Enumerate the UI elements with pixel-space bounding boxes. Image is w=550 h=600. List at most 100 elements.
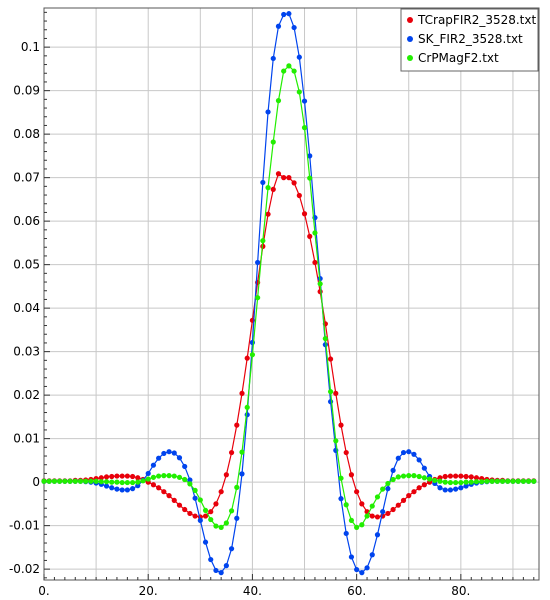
data-point (281, 175, 287, 181)
y-tick-label: -0.02 (9, 562, 40, 576)
data-point (468, 479, 474, 485)
data-point (390, 476, 396, 483)
data-point (166, 473, 172, 479)
x-tick-label: 80. (451, 584, 470, 598)
data-point (255, 295, 261, 301)
data-point (463, 479, 469, 485)
data-point (525, 478, 532, 484)
data-point (119, 479, 125, 486)
data-point (103, 483, 110, 489)
data-point (301, 211, 308, 217)
data-point (129, 473, 136, 480)
data-point (348, 554, 355, 560)
data-point (479, 479, 485, 485)
data-point (411, 489, 417, 495)
data-point (374, 532, 381, 538)
data-point (208, 516, 214, 523)
data-point (463, 483, 469, 489)
y-tick-label: 0.01 (13, 432, 40, 446)
data-point (228, 508, 235, 514)
data-point (46, 478, 52, 484)
data-point (197, 497, 203, 503)
data-point (333, 390, 339, 396)
data-point (296, 89, 302, 95)
data-point (176, 474, 183, 480)
x-tick-label: 20. (139, 584, 158, 598)
y-tick-label: 0.05 (13, 258, 40, 272)
y-tick-label: 0.04 (13, 301, 40, 315)
y-tick-label: 0.03 (13, 345, 40, 359)
data-point (182, 476, 188, 483)
data-point (182, 463, 188, 470)
data-point (426, 476, 433, 482)
data-point (202, 539, 209, 545)
data-point (437, 478, 443, 484)
data-point (364, 565, 370, 571)
data-point (161, 489, 167, 495)
data-point (359, 501, 365, 507)
data-point (390, 506, 396, 513)
data-point (317, 281, 323, 287)
data-point (406, 449, 412, 455)
data-point (359, 522, 365, 528)
data-point (395, 502, 401, 508)
data-point (187, 477, 193, 483)
data-point (234, 515, 240, 521)
data-point (239, 390, 245, 396)
data-point (406, 493, 412, 499)
data-point (531, 478, 537, 484)
data-point (484, 478, 490, 484)
data-point (129, 486, 136, 492)
data-point (98, 479, 104, 485)
data-point (192, 513, 198, 519)
data-point (468, 474, 474, 480)
data-point (213, 501, 219, 507)
data-point (312, 230, 318, 236)
data-point (505, 478, 511, 484)
data-point (239, 449, 245, 455)
data-point (223, 563, 229, 569)
data-point (442, 473, 448, 480)
y-tick-label: 0.02 (13, 388, 40, 402)
data-point (327, 389, 334, 395)
axes: 0. 20. 40. 60. 80. -0.02 -0.01 0 0.01 0.02 0.03 0.0… (9, 7, 540, 598)
data-point (187, 481, 193, 487)
data-point (312, 259, 318, 266)
data-point (453, 473, 459, 479)
data-point (453, 479, 459, 486)
data-point (119, 473, 125, 479)
data-point (103, 479, 110, 485)
data-point (510, 478, 516, 484)
data-point (291, 24, 297, 31)
data-point (463, 473, 469, 480)
data-point (385, 480, 391, 487)
data-point (453, 486, 459, 492)
data-point (416, 457, 422, 463)
data-point (400, 497, 407, 503)
data-point (406, 473, 412, 479)
data-point (114, 479, 120, 485)
data-point (421, 482, 427, 488)
data-point (161, 450, 167, 457)
data-point (338, 475, 344, 481)
data-point (166, 493, 172, 499)
data-point (348, 472, 355, 478)
data-point (286, 11, 292, 17)
data-point (380, 486, 386, 492)
data-point (202, 507, 209, 514)
data-point (156, 455, 162, 461)
y-tick-label: 0 (32, 475, 40, 489)
data-point (343, 449, 349, 456)
y-tick-label: 0.06 (13, 214, 40, 228)
data-point (135, 475, 141, 481)
x-tick-label: 0. (38, 584, 49, 598)
data-point (239, 471, 245, 477)
data-point (291, 68, 297, 74)
y-tick-label: -0.01 (9, 519, 40, 533)
data-point (213, 523, 219, 529)
x-tick-label: 40. (243, 584, 262, 598)
data-point (171, 450, 177, 456)
data-point (265, 109, 271, 115)
data-point (338, 422, 344, 428)
data-point (333, 438, 339, 444)
